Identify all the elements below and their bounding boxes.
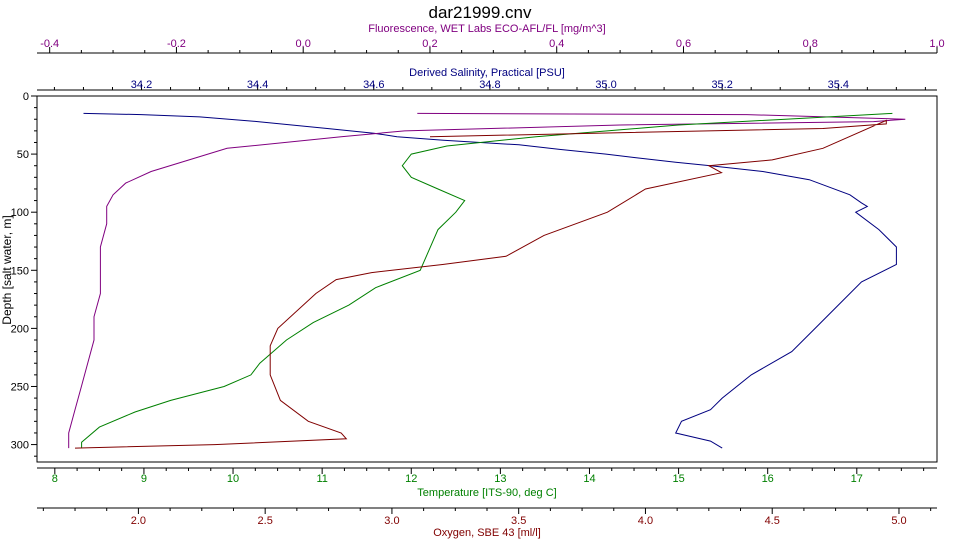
fluor-tick-label: 0.4: [549, 38, 564, 50]
oxy-tick-label: 2.5: [258, 515, 273, 527]
oxy-tick-label: 5.0: [891, 515, 906, 527]
temp-tick-label: 8: [52, 473, 58, 485]
fluor-tick-label: 0.0: [296, 38, 311, 50]
depth-tick-label: 250: [11, 381, 29, 393]
sal-tick-label: 34.6: [363, 79, 384, 91]
sal-tick-label: 34.8: [479, 79, 500, 91]
sal-tick-label: 35.2: [711, 79, 732, 91]
sal-tick-label: 34.4: [247, 79, 268, 91]
depth-tick-label: 200: [11, 323, 29, 335]
oxygen-axis: 2.0 2.5 3.0 3.5 4.0 4.5 5.0 Oxygen, SBE 43 [ml/…: [37, 507, 937, 539]
fluor-tick-label: -0.2: [167, 38, 186, 50]
sal-tick-label: 35.0: [595, 79, 616, 91]
oxy-tick-label: 3.0: [384, 515, 399, 527]
fluor-axis-label: Fluorescence, WET Labs ECO-AFL/FL [mg/m^…: [368, 23, 605, 35]
depth-axis-label: Depth [salt water, m]: [0, 215, 14, 324]
oxy-tick-label: 4.0: [638, 515, 653, 527]
sal-axis-label: Derived Salinity, Practical [PSU]: [409, 67, 565, 79]
temp-tick-label: 17: [851, 473, 863, 485]
fluor-profile-line: [68, 112, 906, 449]
salinity-axis: 34.2 34.4 34.6 34.8 35.0 35.2 35.4 Derived Sali…: [37, 67, 937, 91]
oxy-profile-line: [74, 119, 887, 449]
oxy-tick-label: 4.5: [765, 515, 780, 527]
temp-tick-label: 14: [583, 473, 595, 485]
sal-tick-label: 34.2: [131, 79, 152, 91]
plot-area: [36, 95, 938, 463]
temp-tick-label: 12: [405, 473, 417, 485]
depth-axis: 0 50 100 150 200 250 300: [11, 91, 37, 457]
depth-tick-label: 300: [11, 440, 29, 452]
depth-tick-label: 150: [11, 265, 29, 277]
series-layer: [68, 112, 906, 449]
fluorescence-axis: -0.4 -0.2 0.0 0.2 0.4 0.6 0.8 1.0 Fluorescence, …: [37, 23, 945, 54]
temp-tick-label: 10: [227, 473, 239, 485]
temp-tick-label: 16: [762, 473, 774, 485]
depth-tick-label: 100: [11, 207, 29, 219]
oxy-tick-label: 2.0: [131, 515, 146, 527]
temperature-axis: 8 9 10 11 12 13 14 15 16 17 Temperature [ITS-90, d…: [37, 467, 937, 499]
fluor-tick-label: 0.2: [422, 38, 437, 50]
temp-profile-line: [81, 112, 893, 449]
temp-axis-label: Temperature [ITS-90, deg C]: [417, 487, 556, 499]
sal-profile-line: [83, 112, 897, 449]
chart-title: dar21999.cnv: [428, 3, 532, 22]
depth-tick-label: 0: [23, 91, 29, 103]
temp-tick-label: 11: [316, 473, 327, 485]
sal-tick-label: 35.4: [828, 79, 849, 91]
depth-tick-label: 50: [17, 149, 29, 161]
temp-tick-label: 15: [672, 473, 684, 485]
temp-tick-label: 13: [494, 473, 506, 485]
oxy-axis-label: Oxygen, SBE 43 [ml/l]: [433, 527, 541, 539]
fluor-tick-label: 0.8: [803, 38, 818, 50]
fluor-tick-label: 0.6: [676, 38, 691, 50]
fluor-tick-label: 1.0: [929, 38, 944, 50]
fluor-tick-label: -0.4: [40, 38, 59, 50]
temp-tick-label: 9: [141, 473, 147, 485]
oxy-tick-label: 3.5: [511, 515, 526, 527]
